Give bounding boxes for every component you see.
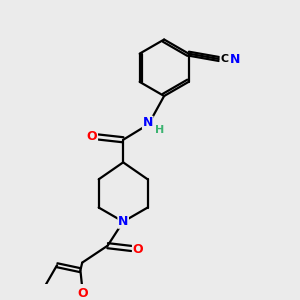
Text: H: H <box>155 125 164 135</box>
Text: N: N <box>142 116 153 129</box>
Text: C: C <box>220 54 228 64</box>
Text: O: O <box>78 287 88 300</box>
Text: N: N <box>230 52 240 65</box>
Text: O: O <box>133 243 143 256</box>
Text: N: N <box>118 215 128 228</box>
Text: O: O <box>87 130 98 143</box>
